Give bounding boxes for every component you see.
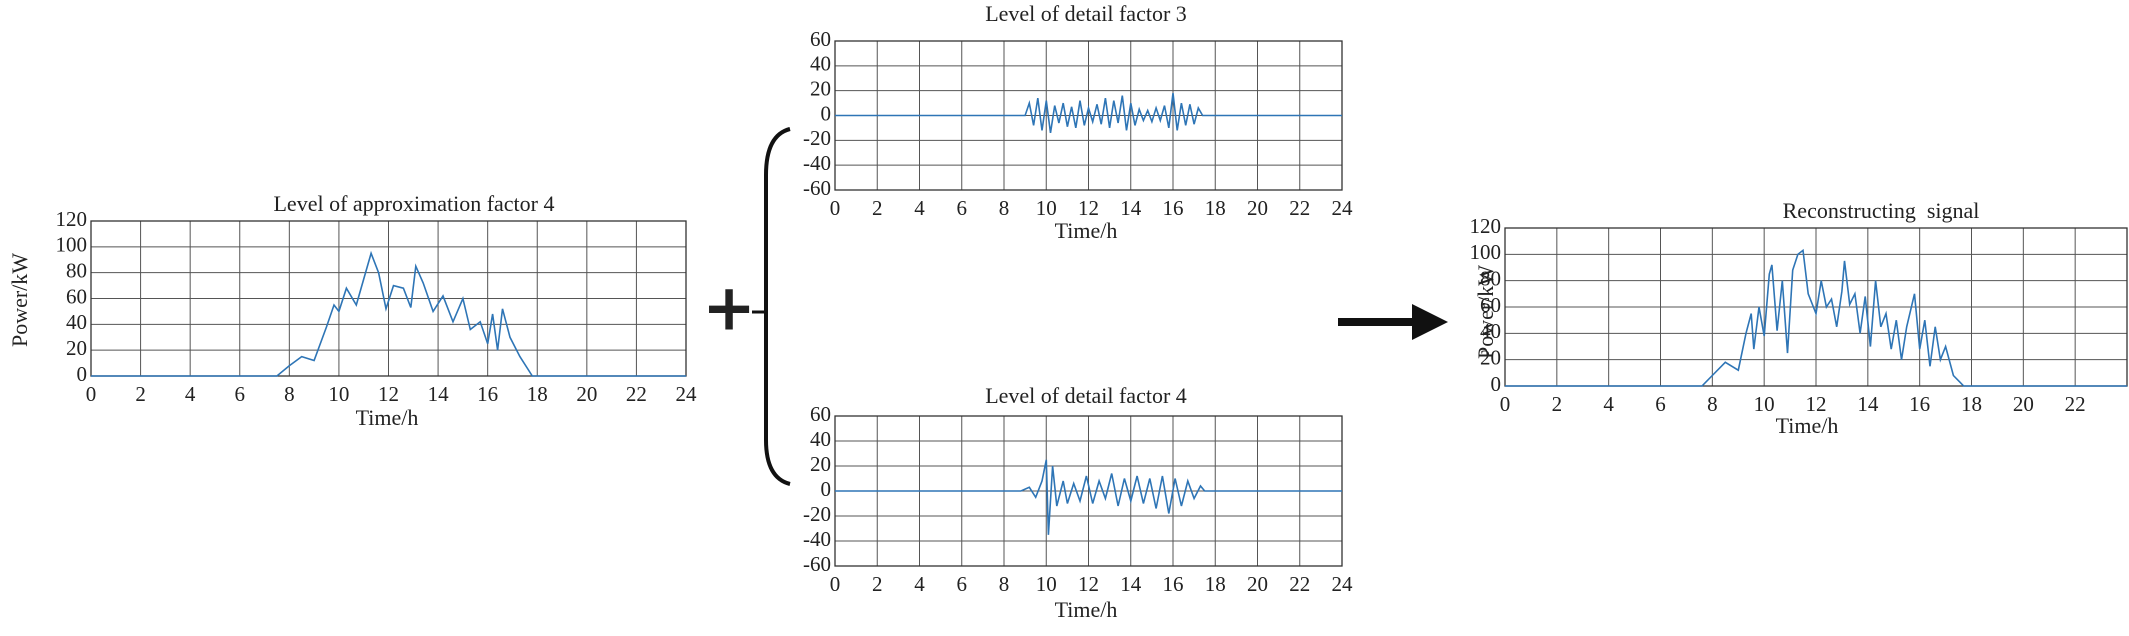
x-tick-label: 12 <box>378 382 399 406</box>
data-line <box>1505 248 2127 387</box>
x-tick-label: 20 <box>576 382 597 406</box>
y-tick-label: 40 <box>66 310 87 334</box>
x-axis-label: Time/h <box>356 405 419 430</box>
x-tick-label: 0 <box>830 196 841 220</box>
x-tick-label: 22 <box>626 382 647 406</box>
x-tick-label: 16 <box>1163 572 1184 596</box>
y-tick-label: -60 <box>803 176 831 200</box>
y-tick-label: 80 <box>1480 266 1501 290</box>
y-tick-label: 60 <box>66 284 87 308</box>
x-tick-label: 8 <box>1707 392 1718 416</box>
x-tick-label: 4 <box>914 196 925 220</box>
y-tick-label: 20 <box>66 336 87 360</box>
y-tick-label: -20 <box>803 502 831 526</box>
x-tick-label: 8 <box>284 382 295 406</box>
x-tick-label: 6 <box>957 572 968 596</box>
x-tick-label: 14 <box>428 382 450 406</box>
x-axis-label: Time/h <box>1776 413 1839 438</box>
x-tick-label: 24 <box>1332 572 1354 596</box>
y-tick-label: 60 <box>810 27 831 51</box>
x-tick-label: 6 <box>235 382 246 406</box>
x-tick-label: 18 <box>1205 196 1226 220</box>
y-tick-label: 60 <box>810 402 831 426</box>
y-tick-label: 0 <box>1491 372 1502 396</box>
y-tick-label: 100 <box>56 233 88 257</box>
x-tick-label: 10 <box>328 382 349 406</box>
chart-title: Reconstructing signal <box>1783 198 1980 223</box>
x-tick-label: 12 <box>1078 572 1099 596</box>
plot-frame <box>90 220 687 377</box>
x-tick-label: 0 <box>830 572 841 596</box>
y-tick-label: 120 <box>1470 214 1502 238</box>
x-tick-label: 2 <box>872 196 883 220</box>
x-tick-label: 16 <box>477 382 498 406</box>
x-tick-label: 22 <box>1289 572 1310 596</box>
y-axis-label: Power/kW <box>7 253 32 347</box>
y-tick-label: 40 <box>810 427 831 451</box>
x-tick-label: 2 <box>135 382 146 406</box>
y-tick-label: -40 <box>803 527 831 551</box>
y-axis-label: Power/kW <box>1473 265 1498 359</box>
y-tick-label: 20 <box>810 76 831 100</box>
plot-frame <box>1504 227 2128 387</box>
x-tick-label: 16 <box>1163 196 1184 220</box>
y-tick-label: -40 <box>803 151 831 175</box>
y-tick-label: 20 <box>810 452 831 476</box>
y-tick-label: 100 <box>1470 240 1502 264</box>
x-axis-label: Time/h <box>1055 218 1118 243</box>
chart-title: Level of detail factor 3 <box>985 1 1187 26</box>
x-tick-label: 10 <box>1754 392 1775 416</box>
y-tick-label: 20 <box>1480 345 1501 369</box>
x-tick-label: 10 <box>1036 572 1057 596</box>
data-line <box>835 93 1342 134</box>
x-tick-label: 18 <box>1205 572 1226 596</box>
x-tick-label: 22 <box>2065 392 2086 416</box>
y-tick-label: 40 <box>1480 319 1501 343</box>
arrow-head <box>1412 304 1448 340</box>
x-tick-label: 6 <box>957 196 968 220</box>
y-tick-label: 0 <box>821 101 832 125</box>
y-tick-label: 0 <box>821 477 832 501</box>
y-tick-label: 60 <box>1480 293 1501 317</box>
x-tick-label: 18 <box>1961 392 1982 416</box>
x-tick-label: 4 <box>185 382 196 406</box>
x-tick-label: 24 <box>676 382 698 406</box>
x-tick-label: 22 <box>1289 196 1310 220</box>
data-line <box>91 250 686 377</box>
x-tick-label: 0 <box>1500 392 1511 416</box>
chart-title: Level of approximation factor 4 <box>273 191 554 216</box>
y-tick-label: 80 <box>66 258 87 282</box>
x-tick-label: 0 <box>86 382 97 406</box>
x-tick-label: 20 <box>1247 196 1268 220</box>
x-axis-label: Time/h <box>1055 597 1118 622</box>
x-tick-label: 4 <box>1603 392 1614 416</box>
plus-sign: + <box>702 272 756 346</box>
x-tick-label: 16 <box>1909 392 1930 416</box>
x-tick-label: 10 <box>1036 196 1057 220</box>
x-tick-label: 12 <box>1806 392 1827 416</box>
y-tick-label: 40 <box>810 52 831 76</box>
x-tick-label: 6 <box>1655 392 1666 416</box>
y-tick-label: -20 <box>803 126 831 150</box>
x-tick-label: 18 <box>527 382 548 406</box>
x-tick-label: 2 <box>872 572 883 596</box>
x-tick-label: 14 <box>1120 572 1142 596</box>
x-tick-label: 8 <box>999 572 1010 596</box>
x-tick-label: 14 <box>1120 196 1142 220</box>
y-tick-label: 120 <box>56 207 88 231</box>
x-tick-label: 8 <box>999 196 1010 220</box>
chart-title: Level of detail factor 4 <box>985 383 1187 408</box>
y-tick-label: 0 <box>77 362 88 386</box>
x-tick-label: 24 <box>1332 196 1354 220</box>
data-line <box>835 459 1342 535</box>
x-tick-label: 12 <box>1078 196 1099 220</box>
x-tick-label: 2 <box>1552 392 1563 416</box>
x-tick-label: 20 <box>2013 392 2034 416</box>
x-tick-label: 4 <box>914 572 925 596</box>
x-tick-label: 20 <box>1247 572 1268 596</box>
x-tick-label: 14 <box>1857 392 1879 416</box>
brace <box>764 127 791 486</box>
y-tick-label: -60 <box>803 552 831 576</box>
